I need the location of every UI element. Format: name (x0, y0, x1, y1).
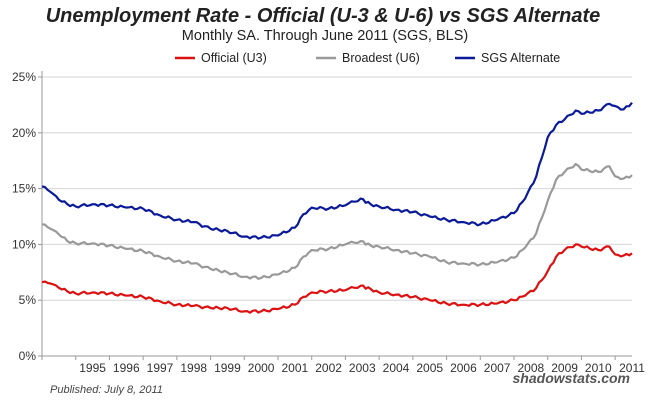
x-tick-label: 2010 (585, 361, 612, 375)
y-tick-label: 20% (12, 126, 36, 140)
x-tick-label: 2009 (551, 361, 578, 375)
series-line (41, 102, 633, 240)
y-tick-label: 10% (12, 237, 36, 251)
x-tick-label: 2000 (248, 361, 275, 375)
chart-title: Unemployment Rate - Official (U-3 & U-6)… (46, 5, 601, 27)
x-tick-label: 2002 (315, 361, 342, 375)
x-tick-label: 2001 (282, 361, 309, 375)
chart-legend: Official (U3) Broadest (U6) SGS Alternate (175, 51, 560, 65)
chart-gridlines (42, 76, 632, 301)
series-line (41, 243, 633, 314)
x-tick-label: 1995 (79, 361, 106, 375)
x-tick-label: 2003 (349, 361, 376, 375)
y-tick-label: 0% (19, 349, 37, 363)
chart-subtitle: Monthly SA. Through June 2011 (SGS, BLS) (182, 28, 468, 44)
y-tick-label: 5% (19, 293, 37, 307)
x-tick-label: 2008 (518, 361, 545, 375)
x-tick-label: 2007 (484, 361, 511, 375)
chart-series (41, 102, 633, 314)
x-tick-label: 2011 (619, 361, 645, 375)
x-tick-label: 2005 (416, 361, 443, 375)
published-date: Published: July 8, 2011 (50, 384, 163, 396)
legend-label: SGS Alternate (481, 51, 560, 65)
x-tick-label: 1999 (214, 361, 241, 375)
x-tick-label: 1997 (147, 361, 174, 375)
legend-label: Official (U3) (201, 51, 267, 65)
x-tick-label: 1998 (180, 361, 207, 375)
y-axis-ticks: 0% 5% 10% 15% 20% 25% (12, 70, 42, 363)
x-tick-label: 1996 (113, 361, 140, 375)
x-tick-label: 2006 (450, 361, 477, 375)
y-tick-label: 25% (12, 70, 36, 84)
series-line (41, 162, 633, 280)
source-watermark: shadowstats.com (513, 370, 630, 386)
x-axis-ticks: 1995 1996 1997 1998 1999 2000 2001 2002 2003 2004… (41, 356, 645, 375)
x-tick-label: 2004 (383, 361, 410, 375)
y-tick-label: 15% (12, 182, 36, 196)
chart-axes (41, 71, 632, 357)
legend-label: Broadest (U6) (342, 51, 420, 65)
